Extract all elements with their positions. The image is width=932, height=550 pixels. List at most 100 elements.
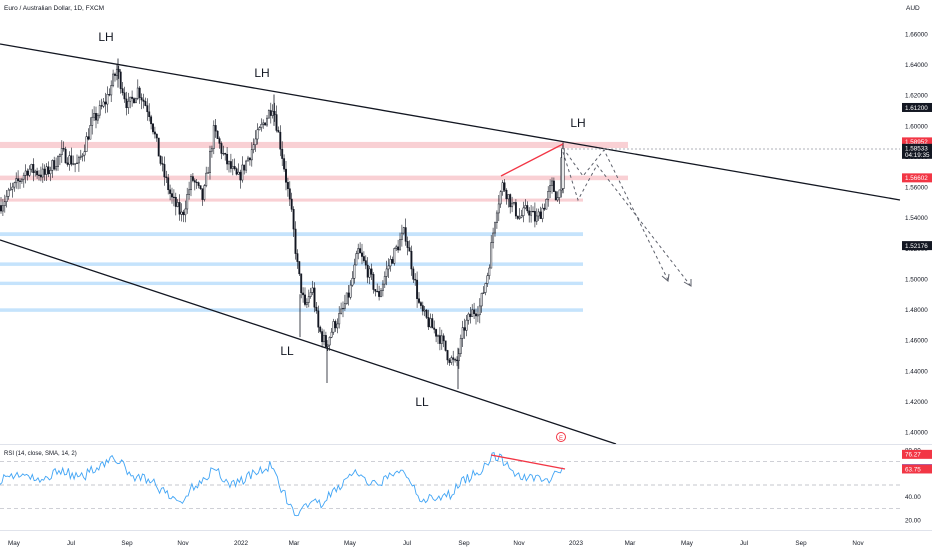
candle-body [556, 197, 559, 201]
candle-body [57, 156, 59, 167]
candle-body [315, 306, 318, 312]
candle-body [115, 68, 118, 76]
rsi-badge: 63.75 [902, 464, 932, 474]
candle-body [511, 202, 514, 208]
price-badge-text: 1.56602 [905, 175, 928, 182]
candle-body [247, 157, 249, 162]
candle-body [323, 335, 325, 343]
event-marker-icon[interactable] [556, 432, 566, 442]
candle-body [121, 88, 124, 94]
candle-body [442, 335, 445, 342]
projection-arrowhead-lower [683, 279, 692, 287]
candle-body [188, 189, 191, 195]
candle-body [431, 318, 434, 329]
candle-body [152, 123, 154, 133]
candle-body [304, 294, 306, 305]
candle-body [374, 289, 377, 292]
time-axis-label: Jul [740, 540, 748, 547]
candle-body [125, 98, 128, 109]
candle-body [148, 111, 151, 118]
candle-body [72, 163, 75, 165]
candle-body [547, 191, 550, 200]
rsi-title[interactable]: RSI (14, close, SMA, 14, 2) [4, 451, 77, 457]
candle-body [83, 151, 86, 156]
candle-body [11, 186, 14, 190]
candle-body [150, 116, 153, 125]
rsi-tick-label: 40.00 [905, 494, 921, 501]
candle-body [281, 148, 284, 159]
candle-body [444, 340, 447, 351]
resistance-zone [0, 141, 628, 149]
candle-body [98, 105, 101, 116]
candle-body [539, 211, 542, 219]
candle-body [292, 209, 295, 230]
candle-body [19, 180, 21, 182]
candle-body [260, 124, 263, 128]
candle-body [467, 313, 470, 321]
price-divergence-line [500, 143, 564, 177]
upper-descending-trendline [0, 43, 901, 201]
candle-body [131, 96, 134, 99]
candle-body [391, 259, 394, 264]
candle-body [446, 350, 449, 361]
candle-body [345, 292, 348, 304]
candle-body [245, 160, 248, 171]
candle-body [77, 157, 80, 164]
candle-body [3, 201, 6, 206]
candle-body [252, 144, 255, 150]
candle-body [361, 252, 363, 257]
economic-event-marker[interactable]: E [556, 432, 566, 443]
candle-body [524, 205, 527, 209]
candle-body [89, 125, 92, 140]
candle-body [41, 168, 44, 178]
price-tick-label: 1.46000 [905, 338, 928, 345]
candle-body [49, 170, 52, 175]
candle-body [522, 207, 525, 216]
candle-body [64, 148, 67, 164]
time-axis-labels: May Jul Sep Nov 2022 Mar May Jul Sep Nov 2023 Mar Ma… [8, 540, 864, 547]
candle-body [178, 202, 181, 215]
time-axis-label: Jul [67, 540, 75, 547]
time-axis-label: Mar [625, 540, 636, 547]
candle-body [96, 114, 99, 121]
candle-body [163, 164, 166, 178]
symbol-title[interactable]: Euro / Australian Dollar, 1D, FXCM [4, 5, 104, 12]
price-tick-label: 1.60000 [905, 123, 928, 130]
projection-path-lower [562, 151, 691, 286]
price-tick-label: 1.66000 [905, 32, 928, 39]
candle-body [364, 260, 367, 266]
candle-body [248, 157, 251, 161]
candle-body [465, 319, 468, 331]
candle-body [228, 161, 230, 165]
candle-body [209, 150, 211, 173]
candle-body [393, 248, 396, 264]
candle-body [239, 171, 242, 181]
candle-body [214, 125, 217, 132]
candle-body [191, 176, 194, 181]
candle-body [91, 116, 94, 126]
price-badge-bg [902, 102, 932, 112]
candle-body [13, 182, 16, 188]
time-axis-label: May [681, 540, 694, 547]
candle-body [454, 359, 457, 361]
candle-body [1, 205, 4, 212]
candle-body [119, 71, 122, 89]
candle-body [207, 172, 210, 174]
candle-body [480, 292, 483, 307]
candle-body [471, 309, 474, 317]
candle-body [482, 292, 485, 294]
candle-body [144, 101, 147, 106]
rsi-axis-badges: 76.2764.0263.75 [902, 449, 932, 474]
time-axis-label: Nov [177, 540, 189, 547]
candle-body [520, 215, 523, 218]
candle-body [298, 261, 301, 275]
candle-body [438, 335, 441, 344]
price-badge-text: 1.52176 [905, 243, 928, 250]
candle-body [176, 202, 179, 207]
candle-body [224, 152, 227, 155]
candle-body [492, 232, 495, 243]
time-axis-label: May [8, 540, 21, 547]
candle-body [262, 122, 265, 125]
candle-body [102, 101, 105, 107]
